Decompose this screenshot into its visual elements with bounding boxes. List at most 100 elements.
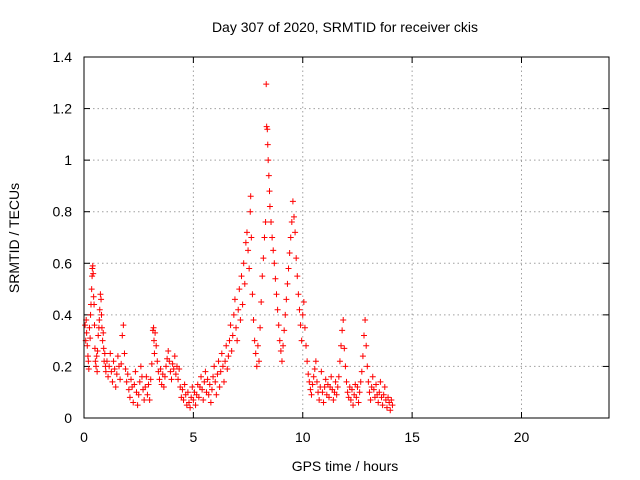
data-point (310, 373, 317, 380)
data-point (199, 386, 206, 393)
data-point (379, 402, 386, 409)
data-point (152, 329, 159, 336)
data-point (270, 247, 277, 254)
data-point (316, 396, 323, 403)
data-point (328, 373, 335, 380)
data-point (289, 198, 296, 205)
data-point (144, 391, 151, 398)
data-point (332, 378, 339, 385)
data-point (388, 396, 395, 403)
data-point (304, 358, 311, 365)
data-point (131, 381, 138, 388)
data-point (353, 394, 360, 401)
data-point (176, 366, 183, 373)
data-point (389, 402, 396, 409)
data-point (222, 358, 229, 365)
data-point (253, 363, 260, 370)
data-point (94, 368, 101, 375)
data-point (172, 371, 179, 378)
data-point (101, 350, 108, 357)
y-tick-label: 0 (64, 410, 72, 426)
data-point (89, 273, 96, 280)
grid-lines (84, 57, 609, 418)
y-axis-label: SRMTID / TECUs (6, 183, 22, 293)
data-point (153, 342, 160, 349)
data-point (130, 399, 137, 406)
data-point (136, 378, 143, 385)
data-point (366, 389, 373, 396)
data-point (163, 363, 170, 370)
data-point (98, 324, 105, 331)
data-point (94, 347, 101, 354)
data-point (160, 384, 167, 391)
data-point (268, 219, 275, 226)
data-point (344, 389, 351, 396)
data-point (283, 296, 290, 303)
data-point (305, 371, 312, 378)
data-point (338, 342, 345, 349)
data-point (207, 399, 214, 406)
data-point (141, 396, 148, 403)
data-point (212, 378, 219, 385)
data-point (187, 404, 194, 411)
data-point (128, 376, 135, 383)
data-point (322, 376, 329, 383)
data-point (284, 280, 291, 287)
data-point (263, 123, 270, 130)
data-point (171, 353, 178, 360)
data-point (126, 394, 133, 401)
y-tick-label: 0.8 (53, 204, 73, 220)
data-point (98, 296, 105, 303)
data-point (333, 391, 340, 398)
data-point (265, 172, 272, 179)
data-point (321, 384, 328, 391)
data-point (281, 327, 288, 334)
data-point (99, 337, 106, 344)
data-point (151, 337, 157, 344)
data-point (259, 273, 266, 280)
data-point (237, 317, 244, 324)
data-point (224, 366, 231, 373)
data-point (303, 342, 310, 349)
data-point (208, 386, 215, 393)
data-point (113, 371, 120, 378)
data-point (298, 337, 305, 344)
data-point (206, 381, 213, 388)
data-point (341, 345, 348, 352)
data-point (296, 306, 303, 313)
data-point (339, 327, 346, 334)
data-point (219, 363, 226, 370)
data-point (292, 229, 299, 236)
data-point (169, 360, 176, 367)
data-point (145, 381, 152, 388)
data-point (165, 347, 172, 354)
data-point (287, 234, 294, 241)
data-point (235, 306, 242, 313)
data-point (380, 391, 387, 398)
data-point (258, 298, 265, 305)
data-point (340, 317, 347, 324)
data-point (184, 389, 191, 396)
data-point (102, 368, 109, 375)
data-point (109, 378, 116, 385)
data-point (100, 329, 107, 336)
data-point (266, 203, 273, 210)
data-point (276, 337, 283, 344)
data-point (357, 378, 364, 385)
data-point (359, 353, 366, 360)
data-point (150, 324, 157, 331)
data-point (377, 378, 384, 385)
data-point (195, 394, 202, 401)
data-point (254, 342, 261, 349)
data-point (383, 404, 390, 411)
data-point (264, 126, 271, 133)
data-point (373, 381, 380, 388)
data-point (243, 229, 250, 236)
data-point (111, 366, 118, 373)
data-point (89, 262, 96, 269)
data-point (90, 270, 97, 277)
x-axis-label: GPS time / hours (292, 458, 399, 474)
data-point (334, 384, 341, 391)
data-point (84, 342, 91, 349)
y-tick-label: 1.2 (53, 101, 73, 117)
